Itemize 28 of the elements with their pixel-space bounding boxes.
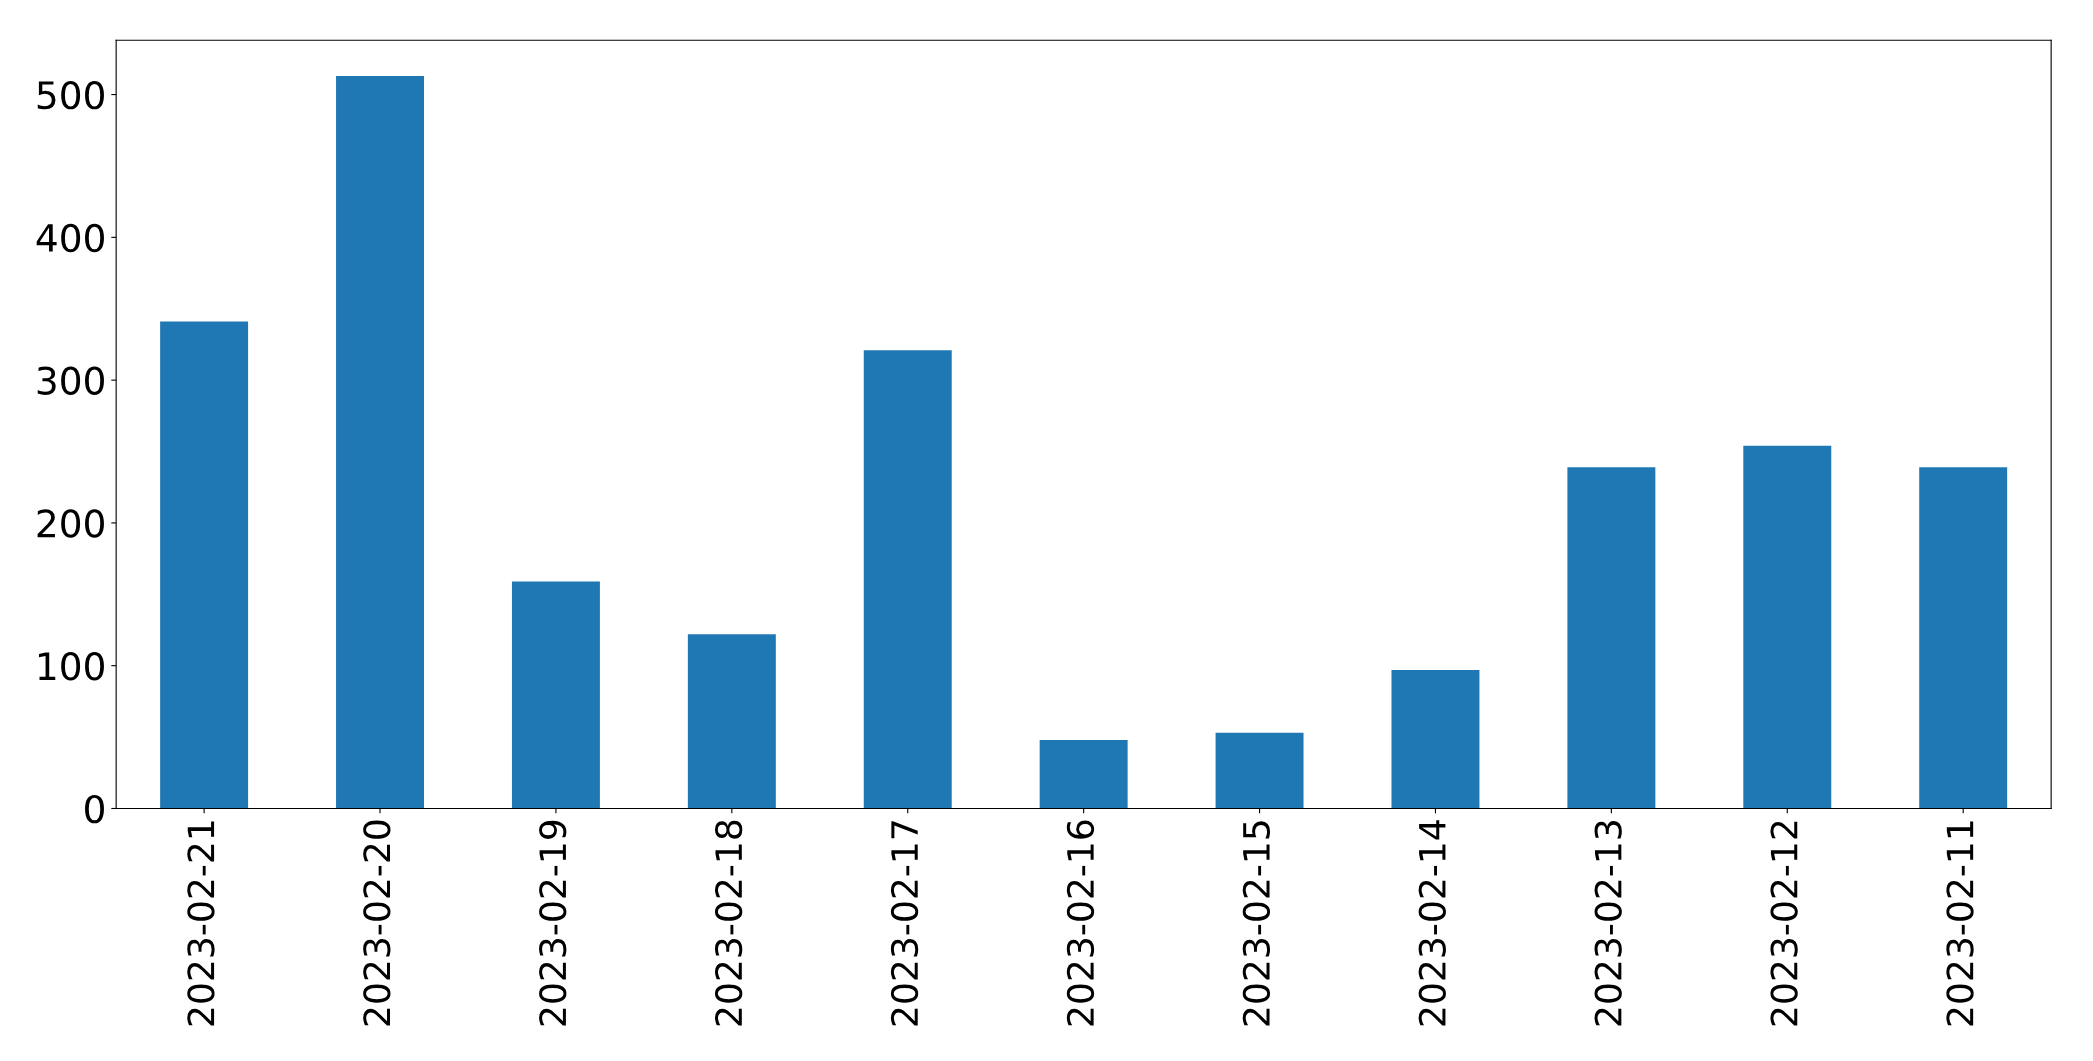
y-tick-label: 500 [37,80,104,110]
x-tick-label: 2023-02-15 [1242,821,1271,1026]
bar [1391,669,1480,809]
x-tick-label: 2023-02-18 [715,820,743,1026]
bar [1919,467,2008,809]
x-tick-label: 2023-02-21 [187,821,215,1026]
x-tick-label: 2023-02-13 [1594,821,1622,1026]
bar [1039,739,1128,809]
bar [160,321,249,809]
bar [687,634,776,809]
x-tick-label: 2023-02-17 [890,821,919,1026]
y-tick-label: 0 [85,794,104,824]
bar [511,581,600,809]
x-tick-label: 2023-02-12 [1770,821,1798,1026]
bar [1743,445,1832,809]
bar [1567,467,1656,809]
x-tick-label: 2023-02-16 [1066,820,1095,1026]
y-tick-label: 400 [36,223,104,253]
y-tick-label: 200 [37,509,104,538]
bar [863,350,952,809]
y-tick-label: 300 [37,366,104,395]
bar [1215,732,1304,809]
x-tick-label: 2023-02-20 [363,820,391,1026]
bar [336,76,424,809]
y-tick-label: 100 [38,652,104,681]
x-tick-label: 2023-02-14 [1418,820,1446,1026]
x-tick-label: 2023-02-19 [539,820,567,1026]
x-tick-label: 2023-02-11 [1946,821,1974,1026]
